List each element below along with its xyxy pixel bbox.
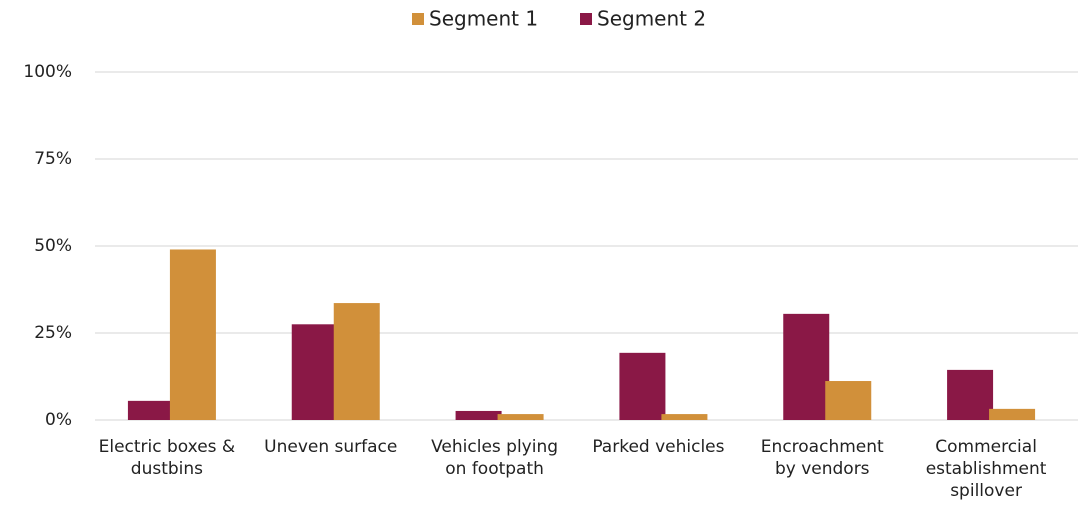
legend-swatch <box>412 13 424 25</box>
x-tick-label: Encroachment by vendors <box>761 437 884 479</box>
legend-label: Segment 2 <box>597 7 706 31</box>
bar <box>169 249 216 420</box>
y-tick-label: 25% <box>34 323 72 343</box>
x-tick-label: Electric boxes & dustbins <box>99 437 236 479</box>
x-tick-label: Parked vehicles <box>592 437 724 457</box>
legend-label: Segment 1 <box>429 7 538 31</box>
y-tick-label: 50% <box>34 236 72 256</box>
y-tick-label: 75% <box>34 149 72 169</box>
x-tick-label: Commercial establishment spillover <box>926 437 1047 501</box>
bar <box>619 352 666 420</box>
bar <box>989 408 1036 420</box>
bar <box>661 414 708 420</box>
bar <box>783 313 830 420</box>
bar <box>825 381 872 420</box>
bar <box>455 410 502 420</box>
bar <box>291 324 338 420</box>
bar <box>947 369 994 420</box>
bar <box>127 400 174 420</box>
bar <box>497 414 544 420</box>
y-tick-label: 0% <box>45 410 72 430</box>
x-tick-label: Vehicles plying on footpath <box>431 437 558 479</box>
bar <box>333 303 380 420</box>
x-tick-label: Uneven surface <box>264 437 397 457</box>
y-tick-label: 100% <box>23 62 72 82</box>
legend-swatch <box>580 13 592 25</box>
